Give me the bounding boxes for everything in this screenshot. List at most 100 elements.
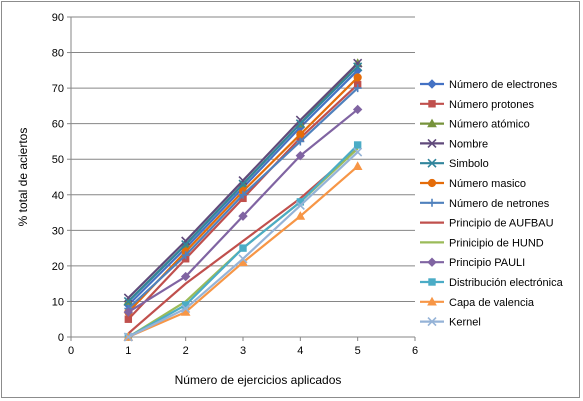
y-tick-label: 10 xyxy=(52,296,64,308)
legend-label: Simbolo xyxy=(449,158,489,170)
data-point-x xyxy=(181,239,191,250)
data-point-x xyxy=(353,147,363,157)
legend-label: Número de electrones xyxy=(449,79,558,91)
x-tick-label: 2 xyxy=(183,345,189,357)
legend-entry: Número protones xyxy=(420,99,534,111)
x-tick-label: 3 xyxy=(240,345,246,357)
data-point-square xyxy=(239,244,247,252)
legend-entry: Número de electrones xyxy=(420,79,558,91)
series xyxy=(123,62,363,307)
x-tick-labels: 0 1 2 3 4 5 6 xyxy=(68,345,418,357)
legend-label: Nombre xyxy=(449,138,488,150)
data-point-triangle xyxy=(180,307,191,316)
data-point-circle xyxy=(427,178,437,188)
legend-label: Principio PAULI xyxy=(449,257,525,269)
legend-label: Número protones xyxy=(449,99,534,111)
legend-entry: Kernel xyxy=(420,317,481,329)
data-point-triangle xyxy=(427,118,437,128)
data-point-x xyxy=(123,296,133,307)
data-point-x xyxy=(123,293,133,303)
legend-label: Principio de AUFBAU xyxy=(449,218,554,230)
data-point-x xyxy=(238,179,248,189)
y-tick-label: 90 xyxy=(52,12,64,24)
legend-entry: Prinicipio de HUND xyxy=(420,237,544,249)
data-point-x xyxy=(427,138,437,148)
legend-entry: Número atómico xyxy=(420,118,530,131)
data-point-x xyxy=(238,254,248,264)
data-point-x xyxy=(181,236,191,246)
data-point-square xyxy=(124,315,133,323)
data-point-plus xyxy=(239,190,247,199)
data-point-triangle xyxy=(352,161,363,171)
data-point-x xyxy=(427,158,437,168)
data-point-diamond xyxy=(180,271,191,282)
data-point-x xyxy=(123,332,133,342)
legend-label: Prinicipio de HUND xyxy=(449,237,544,249)
y-axis-title: % total de aciertos xyxy=(16,128,30,227)
series-group xyxy=(123,58,363,342)
data-point-diamond xyxy=(427,79,437,89)
data-point-x xyxy=(353,62,363,72)
legend: Número de electrones Número protones Númer… xyxy=(420,79,564,329)
data-point-diamond xyxy=(295,150,306,161)
data-point-plus xyxy=(353,84,362,93)
data-point-triangle xyxy=(427,296,437,306)
data-point-diamond xyxy=(427,257,437,267)
y-tick-label: 40 xyxy=(52,190,64,202)
series xyxy=(124,84,362,313)
y-tick-label: 80 xyxy=(52,48,64,60)
data-point-plus xyxy=(428,198,436,207)
series xyxy=(127,147,359,335)
y-tick-label: 50 xyxy=(52,154,64,166)
x-tick-label: 5 xyxy=(355,345,361,357)
legend-label: Capa de valencia xyxy=(449,297,535,309)
data-point-x xyxy=(295,119,305,129)
data-point-square xyxy=(428,278,436,286)
data-point-square xyxy=(428,100,436,108)
series-line xyxy=(127,147,359,338)
x-tick-label: 0 xyxy=(68,345,74,357)
legend-entry: Número de netrones xyxy=(420,198,550,210)
data-point-circle xyxy=(296,130,305,139)
data-point-x xyxy=(295,200,305,211)
data-point-diamond xyxy=(238,211,248,221)
legend-label: Número atómico xyxy=(449,119,530,131)
data-point-x xyxy=(427,317,437,327)
y-tick-label: 20 xyxy=(52,261,64,273)
data-point-circle xyxy=(353,73,362,82)
legend-label: Número masico xyxy=(449,178,526,190)
legend-label: Distribución electrónica xyxy=(449,277,564,289)
data-point-diamond xyxy=(123,307,134,317)
x-tick-label: 1 xyxy=(125,345,131,357)
data-point-triangle xyxy=(295,211,306,220)
legend-label: Kernel xyxy=(449,317,481,329)
x-tick-label: 6 xyxy=(412,345,418,357)
y-tick-label: 60 xyxy=(52,119,64,131)
series-line xyxy=(127,147,359,335)
x-axis-title: Número de ejercicios aplicados xyxy=(175,373,342,387)
series xyxy=(123,147,363,342)
data-point-diamond xyxy=(352,104,363,115)
legend-entry: Número masico xyxy=(420,178,526,190)
y-tick-labels: 0 10 20 30 40 50 60 70 80 90 xyxy=(52,12,64,344)
legend-entry: Principio de AUFBAU xyxy=(420,218,554,230)
y-tick-label: 70 xyxy=(52,83,64,95)
legend-entry: Principio PAULI xyxy=(420,257,525,269)
data-point-plus xyxy=(296,137,305,146)
data-point-square xyxy=(353,141,362,149)
legend-entry: Capa de valencia xyxy=(420,296,535,309)
legend-label: Número de netrones xyxy=(449,198,550,210)
data-point-x xyxy=(238,175,248,186)
data-point-plus xyxy=(181,251,190,260)
x-tick-label: 4 xyxy=(297,345,303,357)
y-tick-label: 0 xyxy=(58,332,64,344)
data-point-x xyxy=(181,303,191,314)
y-tick-label: 30 xyxy=(52,225,64,237)
data-point-x xyxy=(353,58,363,68)
legend-entry: Distribución electrónica xyxy=(420,277,564,289)
series xyxy=(123,104,363,317)
data-point-x xyxy=(295,115,305,125)
series xyxy=(123,58,363,303)
